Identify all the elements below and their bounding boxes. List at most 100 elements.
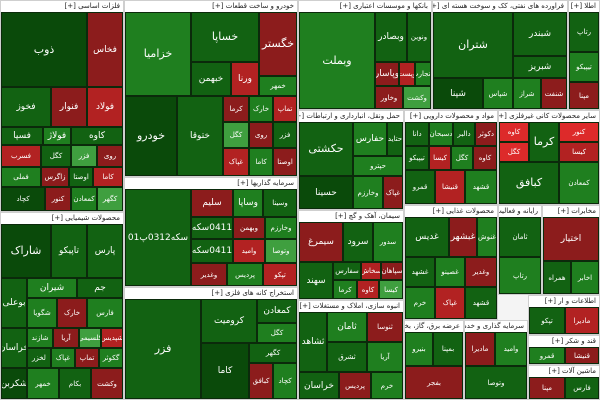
tile-stock[interactable]: زاگرس — [41, 167, 69, 187]
tile-stock[interactable]: شپدیس — [101, 328, 123, 348]
tile-stock[interactable]: دالبر — [453, 122, 475, 146]
tile-stock[interactable]: قنیشا — [435, 170, 465, 204]
tile-stock[interactable]: بکام — [59, 368, 91, 399]
tile-stock[interactable]: خارک — [249, 96, 273, 122]
tile-stock[interactable]: وغدیر — [465, 257, 497, 287]
tile-stock[interactable]: کنور — [559, 122, 599, 142]
tile-stock[interactable]: وکشت — [403, 86, 431, 109]
tile-stock[interactable]: ثامان — [327, 312, 367, 342]
tile-stock[interactable]: فخاس — [87, 12, 123, 87]
tile-stock[interactable]: حپترو — [353, 156, 403, 176]
tile-stock[interactable]: فولاژ — [43, 127, 71, 145]
tile-stock[interactable]: فخوز — [1, 87, 51, 127]
sector-utilities[interactable]: عرضه برق، گاز، بخا [+] بنیرو بمپنا بفجر — [404, 320, 464, 400]
tile-stock[interactable]: شیران — [27, 278, 77, 298]
tile-stock[interactable]: غصینو — [435, 257, 465, 287]
tile-stock[interactable]: سرود — [343, 222, 373, 262]
tile-stock[interactable]: ثامان — [499, 217, 541, 257]
tile-stock[interactable]: کمعادن — [257, 299, 297, 323]
tile-stock[interactable]: شپاس — [483, 78, 513, 109]
tile-stock[interactable]: کاوه — [71, 127, 123, 145]
tile-stock[interactable]: پردیس — [227, 263, 263, 286]
tile-stock[interactable]: کگل — [499, 142, 529, 162]
tile-stock[interactable]: سفارس — [333, 262, 361, 280]
tile-stock[interactable]: تپکو — [263, 263, 297, 286]
sector-sugar[interactable]: قند و شکر [+] قمرو قنیشا — [528, 335, 600, 365]
sector-basic-metals[interactable]: فلزات اساسی [+] ذوب فخاس فخوز فنوار فولا… — [0, 0, 124, 212]
tile-stock[interactable]: آریا — [367, 342, 403, 372]
tile-stock[interactable]: وتوصا — [465, 366, 527, 399]
tile-stock[interactable]: پارس — [87, 224, 123, 278]
sector-ore-mining[interactable]: استخراج کانه های فلزی [+] فزر کرومیت کمع… — [124, 287, 298, 400]
tile-stock[interactable]: قشهد — [465, 170, 497, 204]
tile-stock[interactable]: خراسان — [1, 328, 27, 368]
tile-stock[interactable]: کاوه — [357, 280, 379, 299]
tile-stock[interactable]: ثشاهد — [299, 312, 327, 372]
sector-machinery[interactable]: ماشین آلات [+] مپنا فارس — [528, 365, 600, 400]
tile-stock[interactable]: وتجارت — [415, 62, 431, 86]
tile-stock[interactable]: شبریز — [513, 56, 567, 78]
tile-stock[interactable]: بوعلی — [1, 278, 27, 328]
tile-stock[interactable]: تیپیکو — [405, 146, 429, 170]
tile-stock[interactable]: آریا — [53, 328, 79, 348]
tile-stock[interactable]: ذوب — [1, 12, 87, 87]
tile-stock[interactable]: کبافق — [499, 162, 559, 204]
tile-stock[interactable]: شگویا — [27, 298, 57, 328]
tile-stock[interactable]: ثشرق — [327, 342, 367, 372]
tile-stock[interactable]: کرما — [529, 122, 559, 162]
tile-stock[interactable]: کاما — [201, 343, 249, 399]
tile-stock[interactable]: تاپیکو — [51, 224, 87, 278]
tile-stock[interactable]: وبملت — [299, 12, 375, 109]
tile-stock[interactable]: فزر — [71, 145, 97, 167]
sector-investments[interactable]: سرمایه گذاریها [+] سکه0312پ01 سلیم وساپا… — [124, 177, 298, 287]
tile-stock[interactable]: کرما — [223, 96, 249, 122]
tile-stock[interactable]: شراز — [513, 78, 541, 109]
tile-stock[interactable]: وپاسار — [375, 62, 399, 86]
tile-stock[interactable]: غدیس — [405, 217, 449, 257]
tile-stock[interactable]: غپاک — [435, 287, 465, 319]
tile-stock[interactable]: پردیس — [339, 372, 371, 399]
sector-banks[interactable]: بانکها و موسسات اعتباری [+] وبملت وبصادر… — [298, 0, 432, 110]
tile-stock[interactable]: خرم — [371, 372, 403, 399]
tile-stock[interactable]: کگل — [223, 122, 249, 148]
tile-stock[interactable]: ثنوسا — [367, 312, 403, 342]
tile-stock[interactable]: خبهمن — [191, 62, 231, 96]
sector-computer[interactable]: رایانه و فعالیت [+] ثامان رتاپ — [498, 205, 542, 295]
sector-investment-services[interactable]: سرمایه گذاری و خدمات [+] مادیرا وامید وت… — [464, 320, 528, 400]
tile-stock[interactable]: شازند — [27, 328, 53, 348]
tile-stock[interactable]: ونوین — [407, 12, 431, 62]
tile-stock[interactable]: کاما — [249, 148, 273, 176]
tile-stock[interactable]: تپکو — [529, 307, 565, 334]
tile-stock[interactable]: وپست — [399, 62, 415, 86]
tile-stock[interactable]: فارس — [565, 377, 599, 399]
tile-stock[interactable]: بنیرو — [405, 332, 433, 366]
tile-stock[interactable]: وخارزم — [265, 217, 297, 239]
tile-stock[interactable]: فنوار — [51, 87, 87, 127]
tile-stock[interactable]: فولاد — [87, 87, 123, 127]
tile-stock[interactable]: خمهر — [259, 76, 297, 96]
tile-stock[interactable]: حسینا — [299, 176, 353, 209]
tile-stock[interactable]: مادیرا — [465, 332, 495, 366]
tile-stock[interactable]: غشهد — [405, 257, 435, 287]
tile-stock[interactable]: اوصتا — [273, 148, 297, 176]
tile-stock[interactable]: مپنا — [529, 377, 565, 399]
tile-stock[interactable]: وسینا — [263, 189, 297, 217]
tile-stock[interactable]: رتاپ — [499, 257, 541, 294]
tile-stock[interactable]: شاراک — [1, 224, 51, 278]
tile-stock[interactable]: گکوثر — [99, 348, 123, 368]
tile-stock[interactable]: غپاک — [51, 348, 75, 368]
tile-stock[interactable]: خزامیا — [125, 12, 191, 96]
tile-stock[interactable]: وامید — [233, 239, 265, 263]
tile-stock[interactable]: 0411سکه — [191, 239, 233, 263]
tile-stock[interactable]: کرما — [333, 280, 357, 299]
tile-stock[interactable]: وساپا — [233, 189, 263, 217]
tile-stock[interactable]: همراه — [543, 261, 571, 294]
tile-stock[interactable]: وبهمن — [233, 217, 265, 239]
tile-stock[interactable]: کبافق — [249, 363, 273, 399]
tile-stock[interactable]: شتران — [433, 12, 513, 78]
tile-stock[interactable]: فارس — [87, 298, 123, 328]
tile-stock[interactable]: مپنا — [569, 82, 599, 109]
tile-stock[interactable]: کیسا — [559, 142, 599, 162]
tile-stock[interactable]: کاما — [93, 167, 123, 187]
tile-stock[interactable]: شنفت — [541, 78, 567, 109]
